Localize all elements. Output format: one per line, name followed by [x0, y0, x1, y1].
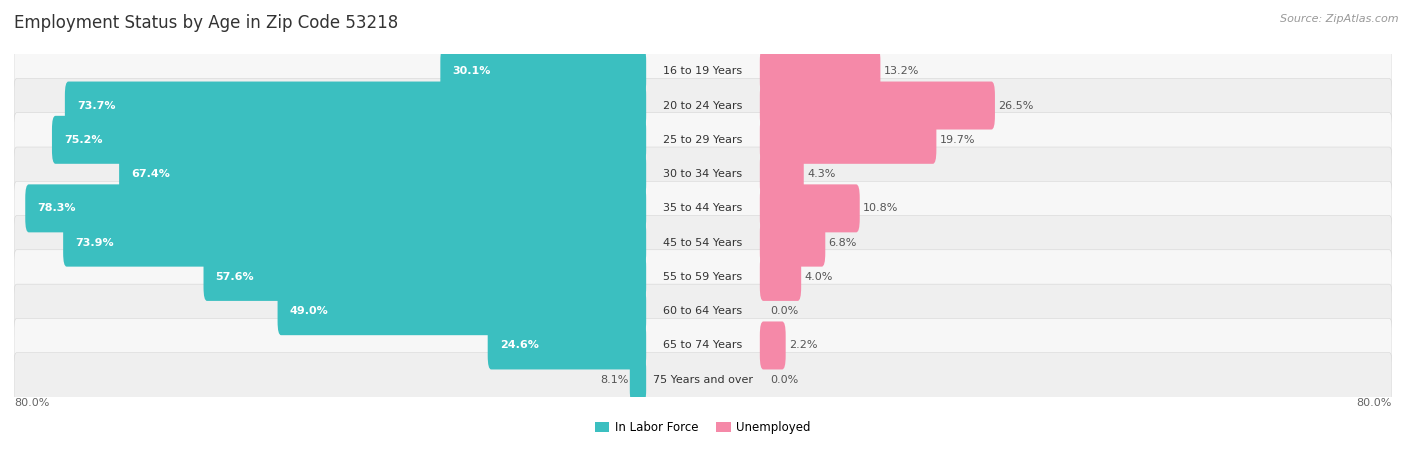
Text: 6.8%: 6.8%: [828, 238, 858, 248]
Text: 57.6%: 57.6%: [215, 272, 254, 282]
Text: 75.2%: 75.2%: [65, 135, 103, 145]
FancyBboxPatch shape: [759, 219, 825, 267]
FancyBboxPatch shape: [14, 78, 1392, 133]
Text: 78.3%: 78.3%: [38, 203, 76, 213]
FancyBboxPatch shape: [759, 150, 804, 198]
FancyBboxPatch shape: [14, 147, 1392, 201]
FancyBboxPatch shape: [14, 318, 1392, 373]
FancyBboxPatch shape: [759, 116, 936, 164]
Text: 4.3%: 4.3%: [807, 169, 835, 179]
Text: 0.0%: 0.0%: [770, 375, 799, 385]
FancyBboxPatch shape: [14, 353, 1392, 407]
FancyBboxPatch shape: [65, 82, 647, 129]
FancyBboxPatch shape: [440, 47, 647, 95]
FancyBboxPatch shape: [14, 113, 1392, 167]
FancyBboxPatch shape: [14, 44, 1392, 98]
Text: 24.6%: 24.6%: [499, 341, 538, 350]
FancyBboxPatch shape: [759, 253, 801, 301]
Text: 30.1%: 30.1%: [453, 66, 491, 76]
Text: 73.9%: 73.9%: [75, 238, 114, 248]
Text: 13.2%: 13.2%: [884, 66, 920, 76]
Text: Employment Status by Age in Zip Code 53218: Employment Status by Age in Zip Code 532…: [14, 14, 398, 32]
Text: 35 to 44 Years: 35 to 44 Years: [664, 203, 742, 213]
FancyBboxPatch shape: [759, 322, 786, 369]
FancyBboxPatch shape: [120, 150, 647, 198]
Text: 26.5%: 26.5%: [998, 101, 1033, 110]
Text: 67.4%: 67.4%: [131, 169, 170, 179]
Text: 0.0%: 0.0%: [770, 306, 799, 316]
FancyBboxPatch shape: [14, 181, 1392, 235]
FancyBboxPatch shape: [204, 253, 647, 301]
Text: 30 to 34 Years: 30 to 34 Years: [664, 169, 742, 179]
Text: 60 to 64 Years: 60 to 64 Years: [664, 306, 742, 316]
Text: 45 to 54 Years: 45 to 54 Years: [664, 238, 742, 248]
FancyBboxPatch shape: [759, 82, 995, 129]
Text: 20 to 24 Years: 20 to 24 Years: [664, 101, 742, 110]
FancyBboxPatch shape: [488, 322, 647, 369]
Text: 49.0%: 49.0%: [290, 306, 329, 316]
FancyBboxPatch shape: [630, 356, 647, 404]
FancyBboxPatch shape: [14, 216, 1392, 270]
Text: 2.2%: 2.2%: [789, 341, 818, 350]
FancyBboxPatch shape: [63, 219, 647, 267]
Text: 19.7%: 19.7%: [939, 135, 976, 145]
Text: 65 to 74 Years: 65 to 74 Years: [664, 341, 742, 350]
FancyBboxPatch shape: [759, 184, 859, 232]
FancyBboxPatch shape: [52, 116, 647, 164]
FancyBboxPatch shape: [277, 287, 647, 335]
Text: 80.0%: 80.0%: [14, 398, 49, 408]
Text: 80.0%: 80.0%: [1357, 398, 1392, 408]
Text: 55 to 59 Years: 55 to 59 Years: [664, 272, 742, 282]
Text: 16 to 19 Years: 16 to 19 Years: [664, 66, 742, 76]
Text: 73.7%: 73.7%: [77, 101, 115, 110]
FancyBboxPatch shape: [25, 184, 647, 232]
FancyBboxPatch shape: [14, 250, 1392, 304]
Text: 4.0%: 4.0%: [804, 272, 832, 282]
Legend: In Labor Force, Unemployed: In Labor Force, Unemployed: [591, 417, 815, 439]
Text: 10.8%: 10.8%: [863, 203, 898, 213]
Text: 25 to 29 Years: 25 to 29 Years: [664, 135, 742, 145]
Text: 75 Years and over: 75 Years and over: [652, 375, 754, 385]
FancyBboxPatch shape: [759, 47, 880, 95]
Text: 8.1%: 8.1%: [600, 375, 628, 385]
Text: Source: ZipAtlas.com: Source: ZipAtlas.com: [1281, 14, 1399, 23]
FancyBboxPatch shape: [14, 284, 1392, 338]
